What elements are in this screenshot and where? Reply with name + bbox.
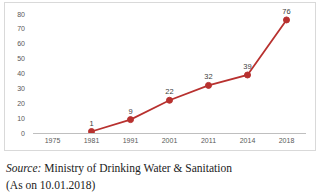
data-point <box>89 129 95 133</box>
y-tick-label: 30 <box>17 85 25 92</box>
x-tick-label: 2001 <box>162 137 178 144</box>
data-label: 39 <box>243 62 251 71</box>
x-tick-label: 1975 <box>45 137 61 144</box>
data-label: 32 <box>204 72 212 81</box>
data-point <box>128 117 134 123</box>
chart-root: 0 10 20 30 40 50 60 70 80 1975 1981 1991 2001 2011 201… <box>0 0 320 196</box>
source-date: (As on 10.01.2018) <box>6 179 96 192</box>
data-point <box>284 17 290 23</box>
series-line <box>92 20 287 132</box>
source-label: Source: <box>6 162 41 174</box>
data-point <box>167 97 173 103</box>
data-label: 1 <box>89 119 93 128</box>
x-tick-label: 2018 <box>279 137 295 144</box>
y-tick-label: 60 <box>17 40 25 47</box>
x-tick-label: 1991 <box>123 137 139 144</box>
x-tick-label: 1981 <box>84 137 100 144</box>
y-tick-label: 40 <box>17 70 25 77</box>
y-tick-label: 0 <box>21 130 25 137</box>
data-label: 76 <box>282 7 290 16</box>
chart-svg: 0 10 20 30 40 50 60 70 80 1975 1981 1991 2001 2011 201… <box>0 0 320 196</box>
y-tick-label: 20 <box>17 100 25 107</box>
data-label: 22 <box>165 87 173 96</box>
source-text: Source:Ministry of Drinking Water & Sani… <box>6 162 232 175</box>
data-label: 9 <box>128 107 132 116</box>
y-tick-label: 70 <box>17 25 25 32</box>
data-point <box>245 72 251 78</box>
x-tick-label: 2014 <box>240 137 256 144</box>
plot-group <box>89 17 290 133</box>
y-tick-label: 10 <box>17 115 25 122</box>
chart-frame <box>5 3 316 151</box>
data-point <box>206 82 212 88</box>
y-tick-label: 80 <box>17 11 25 18</box>
x-tick-label: 2011 <box>201 137 216 144</box>
source-name: Ministry of Drinking Water & Sanitation <box>44 162 232 175</box>
x-axis <box>33 133 306 134</box>
y-tick-label: 50 <box>17 55 25 62</box>
